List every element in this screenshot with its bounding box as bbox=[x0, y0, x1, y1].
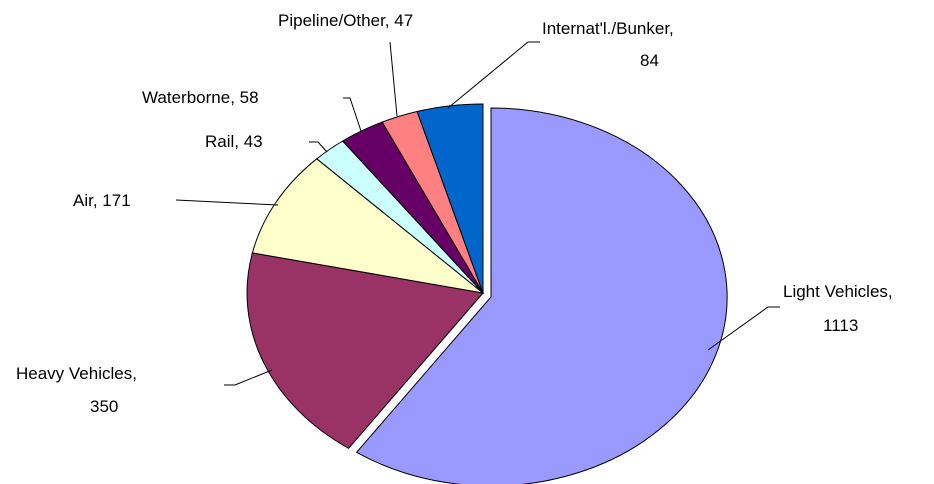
leader-line-rail bbox=[309, 141, 328, 153]
label-light-value: 1113 bbox=[823, 316, 858, 335]
label-intl-value: 84 bbox=[640, 51, 659, 70]
pie-slice-heavy bbox=[246, 252, 484, 449]
label-intl-name: Internat'l./Bunker, bbox=[542, 19, 674, 38]
pie-slice-air bbox=[251, 158, 485, 294]
leader-line-pipe bbox=[389, 41, 398, 117]
leader-line-air bbox=[175, 199, 279, 206]
leader-line-water bbox=[343, 97, 362, 132]
leader-lines bbox=[175, 41, 780, 386]
leader-line-intl bbox=[447, 41, 540, 109]
leader-line-light bbox=[707, 306, 780, 351]
label-waterborne: Waterborne, 58 bbox=[142, 88, 259, 107]
label-pipeline: Pipeline/Other, 47 bbox=[278, 11, 413, 30]
label-light-name: Light Vehicles, bbox=[783, 282, 893, 301]
label-air: Air, 171 bbox=[73, 191, 131, 210]
label-rail: Rail, 43 bbox=[205, 132, 263, 151]
pie-slice-intl bbox=[416, 103, 484, 294]
leader-line-heavy bbox=[224, 369, 273, 386]
label-heavy-name: Heavy Vehicles, bbox=[16, 364, 137, 383]
pie-slice-light bbox=[355, 107, 728, 484]
pie-slices bbox=[246, 103, 728, 484]
label-heavy-value: 350 bbox=[90, 397, 118, 416]
